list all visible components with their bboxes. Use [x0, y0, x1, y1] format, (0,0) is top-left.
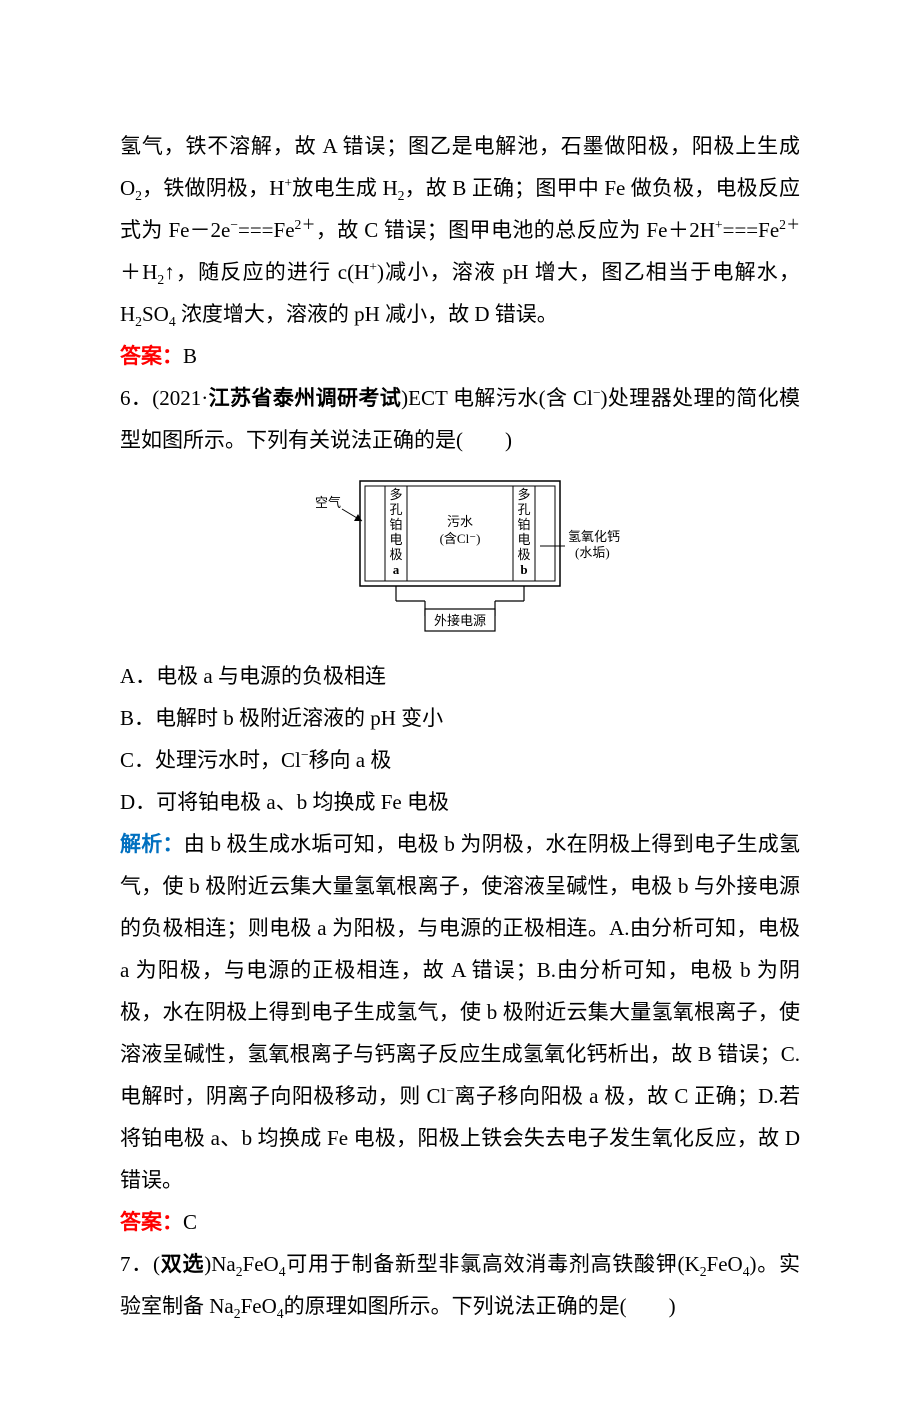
sup: −: [593, 385, 601, 400]
electrode-a-char1: 孔: [389, 502, 402, 517]
electrode-b-char2: 铂: [517, 517, 530, 532]
text: 图所示。下列有关说法正确的是( ): [162, 428, 512, 452]
text: ↑，随反应的进行 c(H: [164, 260, 369, 284]
electrode-a-char4: 极: [389, 547, 402, 562]
sup: +: [284, 175, 292, 190]
center-label-2: (含Cl⁻): [440, 531, 481, 546]
q6-number: 6．: [120, 386, 152, 410]
sub: 2: [236, 1264, 243, 1279]
q5-explanation-tail: 氢气，铁不溶解，故 A 错误；图乙是电解池，石墨做阳极，阳极上生成 O2，铁做阴…: [120, 125, 800, 335]
sup: 2＋: [295, 217, 316, 232]
q6-options: A．电极 a 与电源的负极相连 B．电解时 b 极附近溶液的 pH 变小 C．处…: [120, 655, 800, 823]
electrode-b-char0: 多: [517, 487, 530, 502]
q7-tag: 双选: [160, 1252, 204, 1276]
sub: 4: [279, 1264, 286, 1279]
text: 放电生成 H: [292, 176, 397, 200]
text: 可用于制备新型非氯高效消毒剂高铁酸钾(K: [286, 1252, 700, 1276]
sup: −: [446, 1083, 454, 1098]
text: 浓度增大，溶液的 pH 减小，故 D: [176, 302, 490, 326]
electrode-a-char3: 电: [389, 532, 402, 547]
electrode-a-char5: a: [393, 562, 400, 577]
explain-label: 解析：: [120, 832, 184, 856]
electrode-b-char5: b: [520, 562, 527, 577]
text: Fe: [274, 218, 295, 242]
q6-option-c: C．处理污水时，Cl−移向 a 极: [120, 739, 800, 781]
answer-value: B: [183, 344, 197, 368]
scale-label-1: 氢氧化钙: [568, 529, 620, 544]
answer-value: C: [183, 1210, 197, 1234]
text: )Na: [204, 1252, 235, 1276]
text: ，故 C 错误；图甲电池的总反应为 Fe＋2H: [316, 218, 715, 242]
document-page: 氢气，铁不溶解，故 A 错误；图乙是电解池，石墨做阳极，阳极上生成 O2，铁做阴…: [0, 0, 920, 1427]
text: )ECT 电解污水(含 Cl: [401, 386, 593, 410]
sub: 2: [135, 188, 142, 203]
text: ===: [723, 218, 759, 242]
q7-stem: 7．(双选)Na2FeO4可用于制备新型非氯高效消毒剂高铁酸钾(K2FeO4)。…: [120, 1243, 800, 1327]
text: 移向 a 极: [309, 748, 392, 772]
sub: 2: [135, 314, 142, 329]
text: Fe: [758, 218, 779, 242]
sub: 4: [277, 1306, 284, 1321]
sup: −: [230, 217, 238, 232]
text: ===: [238, 218, 274, 242]
text: FeO: [241, 1294, 277, 1318]
q6-option-a: A．电极 a 与电源的负极相连: [120, 655, 800, 697]
text: C．处理污水时，Cl: [120, 748, 301, 772]
text: FeO: [707, 1252, 743, 1276]
sub: 4: [743, 1264, 750, 1279]
sub: 2: [700, 1264, 707, 1279]
electrode-a-char2: 铂: [389, 517, 402, 532]
q6-diagram: 多 孔 铂 电 极 a 多 孔 铂 电 极 b 污水 (含Cl⁻) 空气: [290, 471, 630, 641]
electrode-b-char1: 孔: [517, 502, 530, 517]
text: FeO: [243, 1252, 279, 1276]
answer-label: 答案：: [120, 1210, 183, 1234]
q6-answer: 答案：C: [120, 1201, 800, 1243]
text: 错误。: [495, 302, 558, 326]
text: ，铁做: [142, 176, 206, 200]
q6-diagram-wrap: 多 孔 铂 电 极 a 多 孔 铂 电 极 b 污水 (含Cl⁻) 空气: [120, 471, 800, 641]
q6-option-b: B．电解时 b 极附近溶液的 pH 变小: [120, 697, 800, 739]
text: SO: [142, 302, 169, 326]
electrode-b-char3: 电: [517, 532, 530, 547]
answer-label: 答案：: [120, 344, 183, 368]
sup: +: [715, 217, 723, 232]
text: 由 b 极生成水垢可知，电极 b 为阴极，水在阴极上得到电子生成氢气，使 b 极…: [120, 832, 800, 1108]
sub: 2: [234, 1306, 241, 1321]
q6-explanation: 解析：由 b 极生成水垢可知，电极 b 为阴极，水在阴极上得到电子生成氢气，使 …: [120, 823, 800, 1201]
electrode-a-char0: 多: [389, 487, 402, 502]
q6-option-d: D．可将铂电极 a、b 均换成 Fe 电极: [120, 781, 800, 823]
air-label: 空气: [315, 495, 341, 510]
text: ＋H: [120, 260, 157, 284]
q5-answer: 答案：B: [120, 335, 800, 377]
scale-label-2: (水垢): [575, 545, 610, 560]
text: 的原理如图所示。下列说法正确的是( ): [284, 1294, 676, 1318]
q6-stem: 6．(2021·江苏省泰州调研考试)ECT 电解污水(含 Cl−)处理器处理的简…: [120, 377, 800, 461]
text: 7．(: [120, 1252, 160, 1276]
center-label-1: 污水: [447, 514, 473, 529]
sup: +: [369, 259, 377, 274]
sub: 4: [169, 314, 176, 329]
electrode-b-char4: 极: [517, 547, 530, 562]
text: 阴极，H: [206, 176, 285, 200]
text: (2021·: [152, 386, 208, 410]
text: Na: [209, 1294, 234, 1318]
text: ): [377, 260, 384, 284]
q6-source: 江苏省泰州调研考试: [208, 386, 401, 410]
sup: 2＋: [779, 217, 800, 232]
power-label: 外接电源: [434, 613, 486, 628]
sup: −: [301, 747, 309, 762]
